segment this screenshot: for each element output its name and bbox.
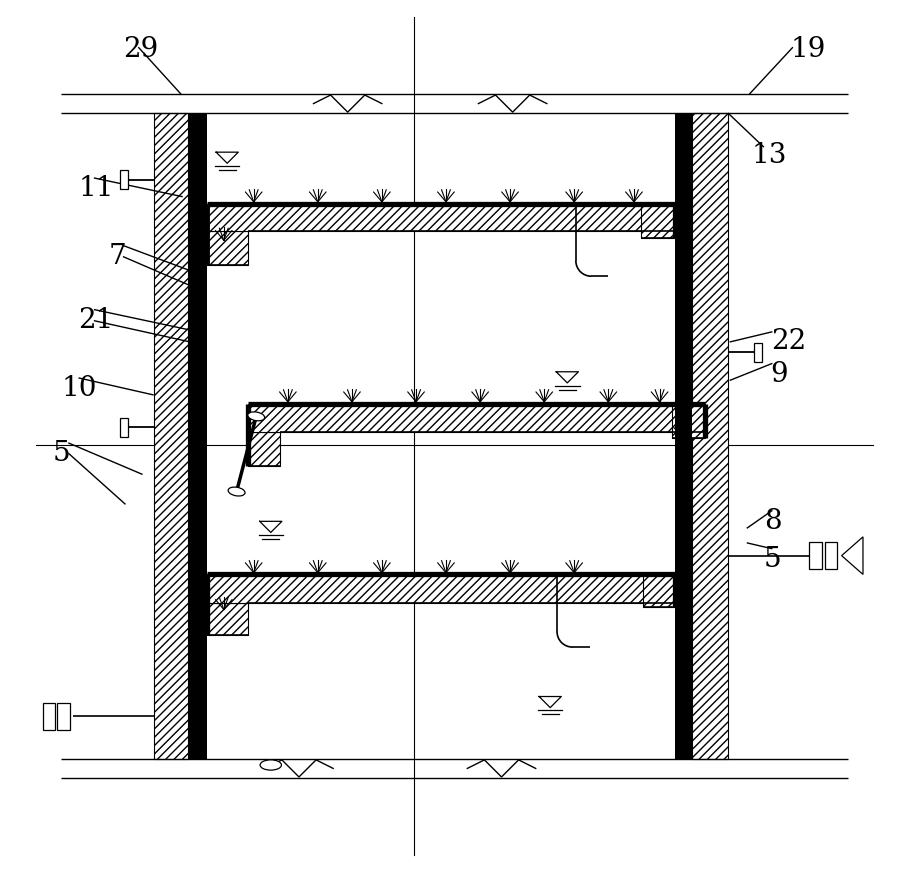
Text: 21: 21: [78, 307, 114, 334]
Text: 5: 5: [764, 547, 782, 574]
Bar: [247, 432, 280, 466]
Bar: [154, 113, 188, 759]
Bar: [824, 542, 837, 569]
Bar: [119, 170, 128, 189]
Bar: [206, 203, 675, 231]
Bar: [673, 404, 704, 438]
Bar: [692, 113, 728, 759]
Ellipse shape: [260, 760, 282, 770]
Text: 13: 13: [752, 142, 787, 169]
Bar: [675, 113, 692, 759]
Ellipse shape: [248, 412, 265, 421]
Bar: [247, 404, 704, 432]
Ellipse shape: [228, 487, 245, 496]
Text: 10: 10: [62, 376, 97, 403]
Text: 8: 8: [764, 508, 782, 535]
Text: 19: 19: [790, 37, 825, 64]
Bar: [641, 203, 675, 238]
Polygon shape: [5, 698, 25, 735]
Text: 22: 22: [771, 329, 806, 356]
Text: 11: 11: [78, 174, 114, 201]
Bar: [188, 113, 206, 759]
Bar: [809, 542, 822, 569]
Bar: [754, 343, 762, 362]
Bar: [643, 575, 675, 607]
Bar: [206, 575, 675, 603]
Bar: [206, 603, 247, 635]
Text: 29: 29: [123, 37, 158, 64]
Bar: [57, 703, 70, 730]
Bar: [119, 418, 128, 437]
Polygon shape: [842, 537, 863, 575]
Text: 5: 5: [53, 439, 71, 467]
Bar: [206, 231, 247, 265]
Text: 9: 9: [771, 361, 788, 388]
Bar: [43, 703, 55, 730]
Text: 7: 7: [108, 243, 126, 270]
